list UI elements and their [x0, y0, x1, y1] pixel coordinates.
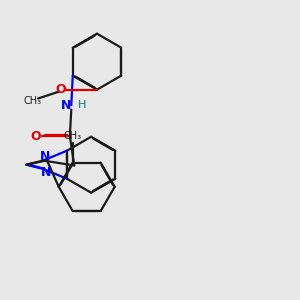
Text: CH₃: CH₃ — [24, 96, 42, 106]
Text: N: N — [41, 166, 51, 179]
Text: CH₃: CH₃ — [64, 131, 82, 141]
Text: O: O — [31, 130, 41, 142]
Text: N: N — [40, 151, 51, 164]
Text: N: N — [61, 99, 71, 112]
Text: O: O — [55, 83, 65, 96]
Text: H: H — [77, 100, 86, 110]
